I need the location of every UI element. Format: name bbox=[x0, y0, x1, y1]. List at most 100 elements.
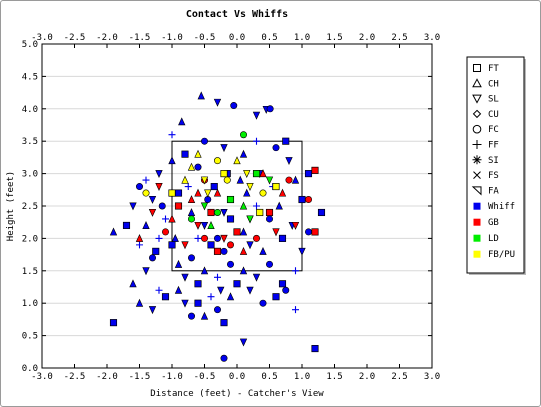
data-point-gb bbox=[311, 166, 319, 174]
x-tick-label-top: 3.0 bbox=[424, 33, 440, 43]
data-point-gb bbox=[220, 234, 228, 243]
legend-label: GB bbox=[488, 218, 499, 228]
x-tick-label-top: 0.5 bbox=[261, 33, 277, 43]
data-point-whiff bbox=[226, 292, 235, 301]
data-point-whiff-plus bbox=[155, 234, 163, 242]
data-point-fb-pu bbox=[204, 189, 212, 198]
legend-label: SL bbox=[488, 95, 499, 105]
data-point-whiff-plus bbox=[184, 183, 192, 191]
data-point-whiff bbox=[246, 286, 254, 295]
data-point-whiff bbox=[220, 247, 228, 255]
data-point-ld bbox=[246, 215, 254, 224]
x-tick-label-top: -0.5 bbox=[194, 33, 216, 43]
data-point-gb bbox=[181, 241, 189, 250]
y-tick-label: 3.5 bbox=[22, 137, 38, 147]
data-point-fb-pu bbox=[194, 149, 202, 158]
data-point-fb-pu bbox=[223, 176, 231, 184]
x-tick-label: 0.5 bbox=[261, 372, 277, 382]
x-tick-label: -1.0 bbox=[161, 372, 183, 382]
data-point-whiff bbox=[239, 149, 248, 158]
legend-marker-triangle-left bbox=[471, 186, 482, 196]
data-point-whiff bbox=[220, 144, 228, 153]
data-point-whiff bbox=[230, 102, 238, 110]
data-point-whiff bbox=[246, 241, 254, 250]
data-point-whiff bbox=[272, 293, 280, 301]
data-point-gb bbox=[213, 247, 222, 255]
data-point-whiff-plus bbox=[155, 286, 163, 294]
legend-color-swatch bbox=[473, 234, 481, 242]
x-tick-label-top: 1.5 bbox=[326, 33, 342, 43]
data-point-whiff-plus bbox=[214, 273, 221, 281]
data-point-whiff-plus bbox=[292, 306, 299, 314]
data-point-whiff-plus bbox=[194, 234, 202, 242]
data-point-whiff bbox=[174, 285, 183, 294]
data-point-whiff bbox=[217, 286, 225, 295]
data-point-whiff bbox=[259, 299, 267, 307]
data-point-whiff bbox=[187, 208, 196, 216]
legend-marker-asterisk bbox=[472, 155, 482, 165]
data-point-whiff bbox=[188, 254, 196, 262]
data-point-gb bbox=[168, 214, 176, 223]
data-point-whiff bbox=[181, 299, 189, 308]
data-point-gb bbox=[278, 188, 287, 197]
x-tick-label: -2.0 bbox=[96, 372, 118, 382]
data-point-gb bbox=[233, 228, 241, 236]
data-point-ld bbox=[214, 208, 222, 216]
legend-label: FA bbox=[488, 186, 499, 196]
data-point-whiff bbox=[178, 117, 186, 126]
grid-lines bbox=[42, 43, 432, 369]
data-point-whiff-plus bbox=[253, 137, 260, 145]
data-point-ld bbox=[226, 195, 235, 204]
data-point-whiff bbox=[181, 273, 189, 282]
legend-entry-fs: FS bbox=[473, 171, 499, 181]
legend-entry-fa: FA bbox=[471, 186, 499, 196]
y-axis-label: Height (feet) bbox=[6, 171, 16, 241]
data-point-whiff-plus bbox=[136, 241, 143, 249]
data-point-whiff-plus bbox=[292, 267, 299, 275]
legend-marker-cross bbox=[473, 171, 481, 179]
data-point-gb bbox=[155, 183, 163, 191]
data-point-whiff bbox=[233, 280, 241, 288]
data-point-whiff bbox=[207, 241, 215, 249]
data-point-whiff-plus bbox=[253, 202, 260, 210]
data-point-whiff-plus bbox=[168, 131, 176, 139]
x-tick-label-top: -1.0 bbox=[161, 33, 183, 43]
data-point-whiff-plus bbox=[162, 215, 169, 223]
data-point-gb bbox=[201, 234, 209, 242]
data-point-whiff bbox=[298, 195, 306, 204]
data-point-whiff bbox=[252, 273, 261, 282]
legend-label: FC bbox=[488, 125, 499, 135]
data-point-gb bbox=[207, 208, 215, 217]
legend-entry-fc: FC bbox=[472, 124, 499, 135]
data-point-fb-pu bbox=[181, 175, 189, 184]
legend-entry-cu: CU bbox=[472, 109, 499, 120]
legend-entry-sl: SL bbox=[472, 94, 499, 105]
data-point-whiff bbox=[304, 170, 313, 178]
data-point-gb bbox=[213, 188, 222, 197]
data-point-gb bbox=[162, 228, 170, 236]
data-point-whiff bbox=[282, 137, 290, 145]
data-point-whiff bbox=[243, 188, 251, 197]
data-point-whiff-plus bbox=[207, 293, 215, 301]
data-point-whiff bbox=[109, 227, 118, 236]
data-point-whiff bbox=[200, 221, 209, 230]
x-tick-label-top: 0.0 bbox=[229, 33, 245, 43]
data-point-whiff bbox=[298, 247, 306, 256]
data-point-fb-pu bbox=[214, 157, 222, 165]
legend-marker-plus bbox=[472, 140, 482, 149]
legend-color-swatch bbox=[473, 250, 481, 258]
legend-color-swatch bbox=[473, 218, 481, 226]
data-point-whiff bbox=[285, 157, 293, 166]
data-point-ld bbox=[200, 202, 209, 211]
x-tick-label: 0.0 bbox=[229, 372, 245, 382]
data-point-whiff bbox=[135, 298, 144, 307]
legend-entry-ld: LD bbox=[473, 234, 499, 244]
x-tick-label-top: -2.0 bbox=[96, 33, 118, 43]
legend-entry-si: SI bbox=[472, 155, 499, 166]
data-point-gb bbox=[272, 228, 280, 237]
chart-title: Contact Vs Whiffs bbox=[186, 8, 288, 20]
data-point-whiff bbox=[317, 208, 326, 217]
data-point-whiff bbox=[282, 286, 290, 294]
data-point-fb-pu bbox=[272, 183, 280, 191]
y-tick-label: 5.0 bbox=[22, 40, 38, 50]
